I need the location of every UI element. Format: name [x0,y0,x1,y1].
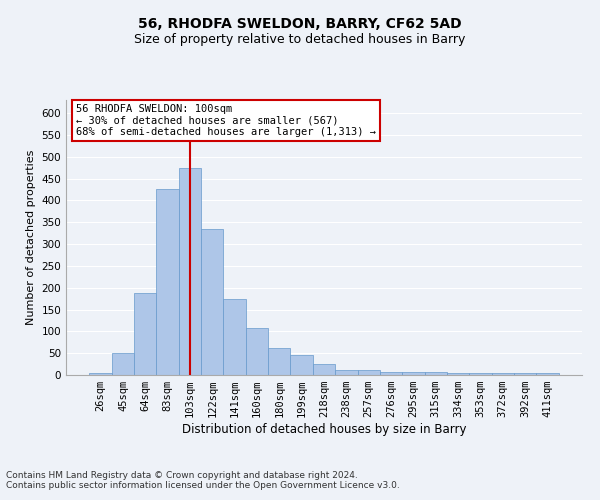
Bar [380,372,402,375]
Bar [112,353,134,375]
Bar [469,374,491,375]
Bar [536,374,559,375]
Bar [358,370,380,375]
Y-axis label: Number of detached properties: Number of detached properties [26,150,36,325]
Bar [157,190,179,375]
Bar [134,293,157,375]
Text: Contains public sector information licensed under the Open Government Licence v3: Contains public sector information licen… [6,480,400,490]
Bar [514,374,536,375]
Bar [402,372,425,375]
Bar [425,372,447,375]
Text: Size of property relative to detached houses in Barry: Size of property relative to detached ho… [134,32,466,46]
Bar [335,370,358,375]
Bar [268,348,290,375]
Bar [89,373,112,375]
X-axis label: Distribution of detached houses by size in Barry: Distribution of detached houses by size … [182,423,466,436]
Text: 56 RHODFA SWELDON: 100sqm
← 30% of detached houses are smaller (567)
68% of semi: 56 RHODFA SWELDON: 100sqm ← 30% of detac… [76,104,376,138]
Bar [491,373,514,375]
Bar [201,229,223,375]
Text: 56, RHODFA SWELDON, BARRY, CF62 5AD: 56, RHODFA SWELDON, BARRY, CF62 5AD [138,18,462,32]
Bar [313,364,335,375]
Text: Contains HM Land Registry data © Crown copyright and database right 2024.: Contains HM Land Registry data © Crown c… [6,470,358,480]
Bar [179,168,201,375]
Bar [246,328,268,375]
Bar [223,298,246,375]
Bar [447,373,469,375]
Bar [290,356,313,375]
